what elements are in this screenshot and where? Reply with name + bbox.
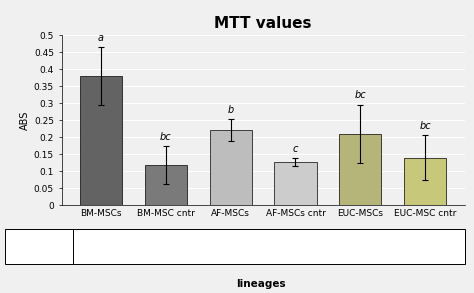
Text: bc: bc <box>160 132 172 142</box>
Text: 0.21: 0.21 <box>349 242 371 251</box>
Bar <box>210 130 252 205</box>
Bar <box>339 134 382 205</box>
Title: MTT values: MTT values <box>214 16 312 31</box>
Bar <box>274 162 317 205</box>
Text: lineages: lineages <box>236 279 285 289</box>
Text: 0.126: 0.126 <box>282 242 310 251</box>
Y-axis label: ABS: ABS <box>20 110 30 130</box>
Text: b: b <box>228 105 234 115</box>
Text: bc: bc <box>419 121 431 131</box>
Text: a: a <box>98 33 104 43</box>
Text: mean: mean <box>9 242 37 251</box>
Text: bc: bc <box>355 91 366 100</box>
Bar <box>145 165 187 205</box>
Text: 0.14: 0.14 <box>414 242 436 251</box>
Bar <box>404 158 446 205</box>
Text: c: c <box>293 144 298 154</box>
Text: 0.118: 0.118 <box>152 242 180 251</box>
Text: 0.22: 0.22 <box>219 242 242 251</box>
Bar <box>80 76 122 205</box>
Text: 0.379: 0.379 <box>87 242 115 251</box>
